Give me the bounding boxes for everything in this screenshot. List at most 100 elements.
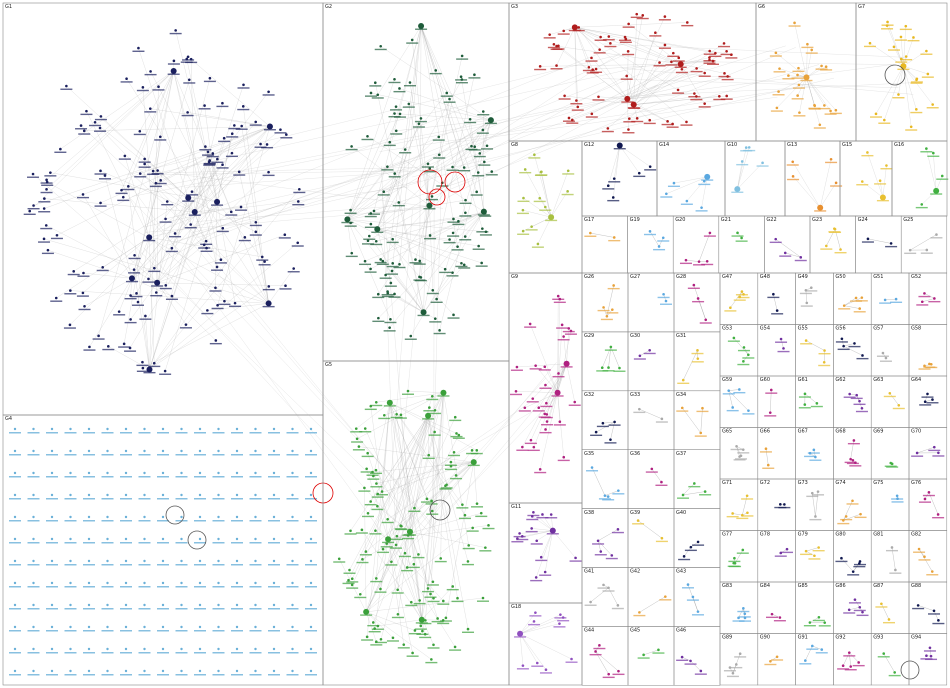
edge bbox=[191, 191, 218, 203]
node bbox=[923, 292, 926, 295]
node-label bbox=[417, 314, 430, 317]
node-label bbox=[370, 486, 383, 488]
node-label bbox=[212, 652, 225, 654]
node-label bbox=[249, 476, 262, 478]
edge bbox=[100, 116, 189, 199]
panel-label: G85 bbox=[798, 583, 808, 589]
node bbox=[638, 354, 642, 358]
edge bbox=[375, 470, 411, 532]
node bbox=[203, 104, 206, 107]
node bbox=[198, 427, 202, 431]
node bbox=[861, 610, 864, 614]
node bbox=[69, 515, 72, 519]
edge bbox=[364, 487, 367, 612]
node-label bbox=[887, 49, 900, 51]
node-label bbox=[390, 109, 403, 111]
edge bbox=[376, 462, 474, 484]
node bbox=[451, 585, 455, 588]
edge bbox=[56, 126, 270, 236]
edge bbox=[806, 340, 825, 351]
node-label bbox=[557, 620, 570, 622]
node bbox=[682, 555, 686, 558]
edge bbox=[451, 74, 630, 172]
node bbox=[738, 388, 741, 391]
edge bbox=[89, 278, 133, 347]
node bbox=[602, 583, 605, 587]
edge bbox=[682, 407, 701, 434]
node-label bbox=[891, 501, 904, 503]
node bbox=[180, 515, 183, 519]
edge bbox=[445, 462, 474, 618]
edge bbox=[524, 392, 558, 408]
edge bbox=[519, 621, 535, 634]
edge bbox=[624, 36, 681, 65]
node bbox=[143, 559, 146, 563]
edge bbox=[205, 146, 269, 304]
node bbox=[810, 48, 814, 52]
edge bbox=[666, 176, 708, 194]
node-label bbox=[800, 553, 813, 556]
edge bbox=[520, 617, 564, 634]
node-label bbox=[652, 652, 665, 654]
node-label bbox=[120, 564, 132, 566]
node-label bbox=[229, 305, 242, 308]
node-label bbox=[238, 239, 251, 242]
node-label bbox=[876, 355, 889, 357]
node-label bbox=[644, 169, 657, 171]
edge bbox=[627, 93, 695, 99]
node-label bbox=[612, 493, 625, 495]
node-label bbox=[390, 538, 403, 541]
node bbox=[124, 427, 128, 431]
node bbox=[883, 118, 886, 122]
node-label bbox=[165, 298, 178, 300]
node-label bbox=[407, 566, 420, 569]
node-label bbox=[922, 494, 935, 497]
node bbox=[741, 548, 745, 552]
node bbox=[481, 128, 485, 132]
node bbox=[418, 616, 425, 623]
node bbox=[768, 411, 772, 414]
edge bbox=[157, 78, 211, 283]
edge bbox=[86, 111, 150, 238]
node bbox=[883, 298, 887, 302]
node bbox=[937, 451, 940, 455]
node-label bbox=[388, 176, 401, 178]
node-label bbox=[837, 668, 850, 670]
panel-label: G66 bbox=[760, 429, 770, 435]
node-label bbox=[305, 674, 317, 676]
node-label bbox=[684, 663, 697, 665]
edge bbox=[387, 539, 413, 654]
node bbox=[847, 608, 851, 612]
node bbox=[796, 94, 799, 97]
panel-label: G62 bbox=[835, 377, 845, 383]
node-label bbox=[659, 303, 672, 305]
node-label bbox=[853, 565, 866, 568]
node-label bbox=[728, 560, 741, 563]
edge bbox=[131, 228, 223, 279]
node bbox=[172, 59, 176, 63]
edge bbox=[421, 500, 432, 620]
node bbox=[456, 596, 459, 600]
node-label bbox=[228, 127, 241, 130]
node bbox=[366, 239, 370, 243]
node bbox=[198, 559, 202, 563]
node bbox=[731, 671, 735, 675]
node bbox=[154, 181, 158, 185]
node bbox=[451, 271, 454, 274]
node bbox=[817, 546, 820, 549]
node bbox=[309, 603, 313, 607]
node-label bbox=[590, 434, 603, 437]
node-label bbox=[829, 112, 842, 115]
node bbox=[782, 347, 785, 350]
edge bbox=[350, 222, 424, 313]
node bbox=[929, 654, 933, 658]
node bbox=[470, 144, 473, 148]
edge bbox=[128, 186, 150, 370]
edge bbox=[683, 491, 706, 496]
node bbox=[925, 147, 928, 150]
edge bbox=[126, 78, 269, 304]
node bbox=[124, 515, 128, 519]
node bbox=[386, 517, 389, 521]
node bbox=[650, 467, 654, 471]
node bbox=[476, 171, 480, 174]
